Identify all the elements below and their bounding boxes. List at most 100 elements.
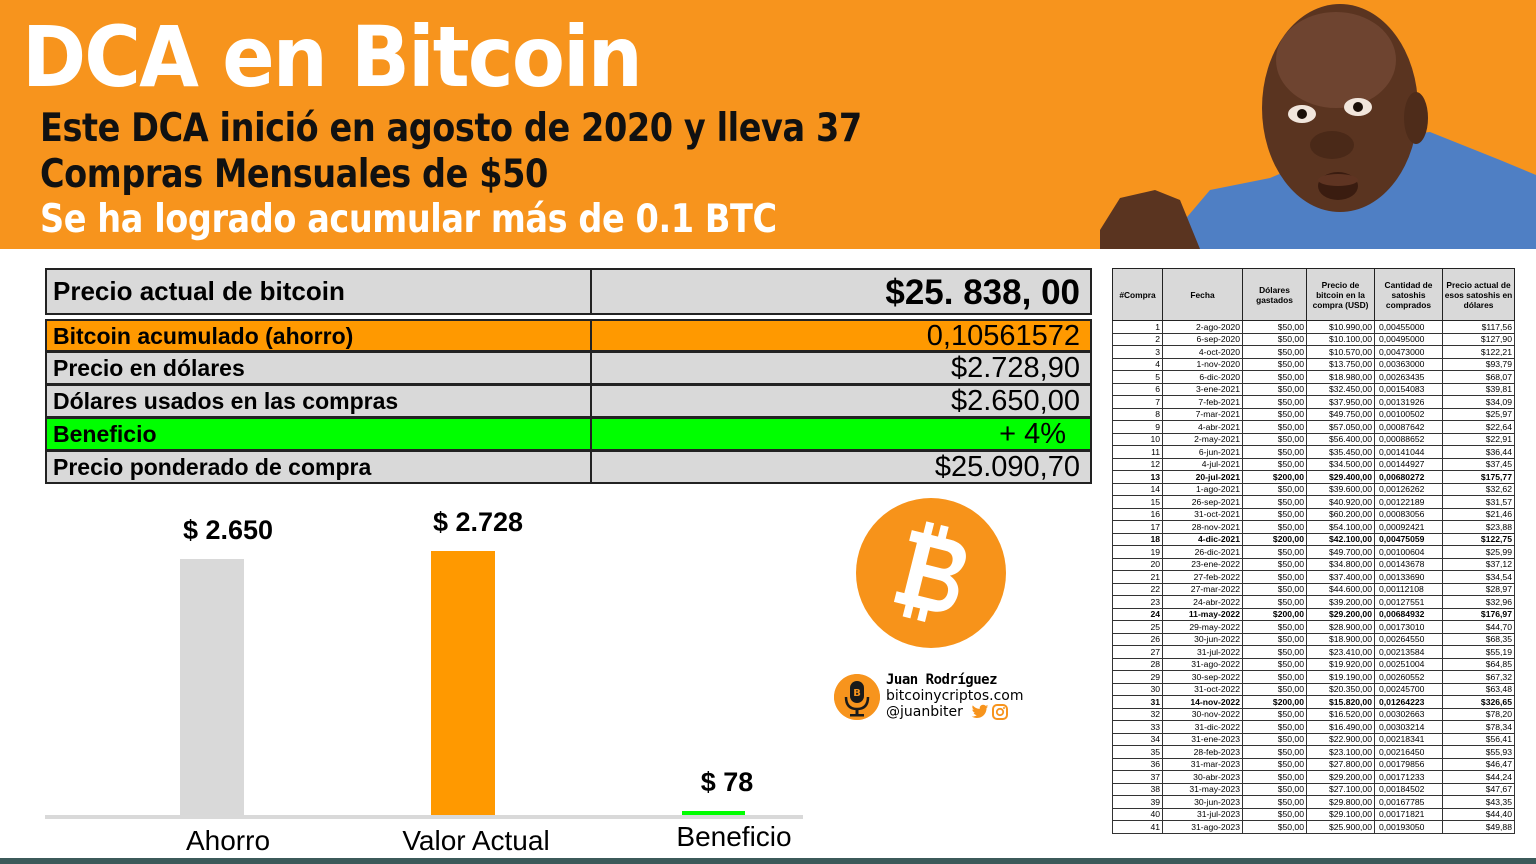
table-cell: 0,00495000: [1374, 332, 1443, 346]
table-cell: 0,00302663: [1374, 707, 1443, 721]
summary-row-btc-accumulated: Bitcoin acumulado (ahorro) 0,10561572: [45, 319, 1092, 352]
table-cell: 31: [1112, 695, 1163, 709]
bar-ahorro: [180, 559, 244, 819]
table-cell: 0,00216450: [1374, 745, 1443, 759]
table-cell: $50,00: [1242, 795, 1307, 809]
table-cell: $18.980,00: [1306, 370, 1375, 384]
table-cell: $44.600,00: [1306, 582, 1375, 596]
table-cell: $122,21: [1442, 345, 1515, 359]
table-row: 6 3-ene-2021 $50,00 $32.450,00 0,00154083 $39…: [1112, 382, 1515, 396]
bar-valor-actual: [431, 551, 495, 819]
table-cell: 31-oct-2022: [1162, 682, 1243, 696]
table-cell: $28,97: [1442, 582, 1515, 596]
table-cell: 29-may-2022: [1162, 620, 1243, 634]
table-row: 19 26-dic-2021 $50,00 $49.700,00 0,00100604 $…: [1112, 545, 1515, 559]
table-cell: 6-dic-2020: [1162, 370, 1243, 384]
table-cell: 31-ago-2022: [1162, 657, 1243, 671]
table-cell: $49,88: [1442, 820, 1515, 834]
table-cell: 0,00303214: [1374, 720, 1443, 734]
summary-value: 0,10561572: [926, 320, 1080, 352]
table-row: 21 27-feb-2022 $50,00 $37.400,00 0,00133690 $…: [1112, 570, 1515, 584]
column-header: Dólares gastados: [1242, 268, 1307, 321]
summary-label: Precio en dólares: [47, 353, 592, 383]
column-header: Cantidad de satoshis comprados: [1374, 268, 1443, 321]
table-cell: $15.820,00: [1306, 695, 1375, 709]
table-cell: $50,00: [1242, 445, 1307, 459]
table-cell: $122,75: [1442, 532, 1515, 546]
table-cell: 37: [1112, 770, 1163, 784]
table-cell: 0,00092421: [1374, 520, 1443, 534]
table-cell: $20.350,00: [1306, 682, 1375, 696]
table-cell: 5: [1112, 370, 1163, 384]
table-cell: 0,00251004: [1374, 657, 1443, 671]
table-cell: $31,57: [1442, 495, 1515, 509]
table-cell: $50,00: [1242, 495, 1307, 509]
column-header: Precio de bitcoin en la compra (USD): [1306, 268, 1375, 321]
subtitle-line-1: Este DCA inició en agosto de 2020 y llev…: [40, 106, 862, 151]
table-cell: 0,00184502: [1374, 782, 1443, 796]
table-cell: $39.200,00: [1306, 595, 1375, 609]
summary-row-weighted-price: Precio ponderado de compra $25.090,70: [45, 451, 1092, 484]
table-cell: $44,24: [1442, 770, 1515, 784]
table-cell: 27-feb-2022: [1162, 570, 1243, 584]
table-cell: $35.450,00: [1306, 445, 1375, 459]
table-cell: 0,00087642: [1374, 420, 1443, 434]
summary-label: Bitcoin acumulado (ahorro): [47, 321, 592, 350]
table-cell: 0,00131926: [1374, 395, 1443, 409]
table-cell: 0,00126262: [1374, 482, 1443, 496]
table-cell: 40: [1112, 807, 1163, 821]
table-cell: 31-oct-2021: [1162, 507, 1243, 521]
table-cell: 3: [1112, 345, 1163, 359]
table-row: 27 31-jul-2022 $50,00 $23.410,00 0,00213584 $…: [1112, 645, 1515, 659]
table-row: 5 6-dic-2020 $50,00 $18.980,00 0,00263435 $68…: [1112, 370, 1515, 384]
instagram-icon[interactable]: [992, 704, 1008, 720]
table-cell: 11: [1112, 445, 1163, 459]
category-label: Valor Actual: [402, 825, 550, 856]
table-cell: 31-jul-2022: [1162, 645, 1243, 659]
table-cell: 6-jun-2021: [1162, 445, 1243, 459]
table-cell: $29.400,00: [1306, 470, 1375, 484]
table-row: 32 30-nov-2022 $50,00 $16.520,00 0,00302663 $…: [1112, 707, 1515, 721]
table-cell: 8: [1112, 407, 1163, 421]
table-cell: $29.200,00: [1306, 770, 1375, 784]
table-cell: 28: [1112, 657, 1163, 671]
table-cell: $32.450,00: [1306, 382, 1375, 396]
table-row: 9 4-abr-2021 $50,00 $57.050,00 0,00087642 $22…: [1112, 420, 1515, 434]
summary-value: + 4%: [999, 418, 1066, 450]
twitter-icon[interactable]: [971, 704, 989, 720]
table-cell: $37.400,00: [1306, 570, 1375, 584]
table-cell: 18: [1112, 532, 1163, 546]
summary-label: Precio actual de bitcoin: [47, 270, 592, 313]
table-cell: 3-ene-2021: [1162, 382, 1243, 396]
bottom-border: [0, 858, 1536, 864]
table-cell: 30-abr-2023: [1162, 770, 1243, 784]
table-row: 10 2-may-2021 $50,00 $56.400,00 0,00088652 $2…: [1112, 432, 1515, 446]
table-cell: $78,20: [1442, 707, 1515, 721]
author-handle[interactable]: @juanbiter: [886, 704, 963, 720]
author-website-link[interactable]: bitcoinycriptos.com: [886, 688, 1024, 704]
bar-chart: $ 2.650 $ 2.728 $ 78 Ahorro Valor Actual…: [45, 495, 805, 860]
bar-value-label: $ 2.650: [182, 515, 274, 545]
table-cell: $326,65: [1442, 695, 1515, 709]
table-cell: $55,93: [1442, 745, 1515, 759]
table-cell: 31-ago-2023: [1162, 820, 1243, 834]
table-cell: $50,00: [1242, 707, 1307, 721]
table-cell: 4-abr-2021: [1162, 420, 1243, 434]
table-cell: 31-dic-2022: [1162, 720, 1243, 734]
table-cell: 34: [1112, 732, 1163, 746]
table-row: 41 31-ago-2023 $50,00 $25.900,00 0,00193050 $…: [1112, 820, 1515, 834]
table-cell: 9: [1112, 420, 1163, 434]
table-cell: $32,96: [1442, 595, 1515, 609]
table-cell: $50,00: [1242, 482, 1307, 496]
table-cell: 30-jun-2022: [1162, 632, 1243, 646]
table-cell: 0,00263435: [1374, 370, 1443, 384]
table-cell: $54.100,00: [1306, 520, 1375, 534]
table-cell: $18.900,00: [1306, 632, 1375, 646]
table-cell: 31-mar-2023: [1162, 757, 1243, 771]
table-cell: 0,00171821: [1374, 807, 1443, 821]
table-cell: $50,00: [1242, 682, 1307, 696]
table-cell: 0,00218341: [1374, 732, 1443, 746]
subtitle-line-3: Se ha logrado acumular más de 0.1 BTC: [40, 197, 777, 242]
table-cell: 0,00363000: [1374, 357, 1443, 371]
summary-row-current-price: Precio actual de bitcoin $25. 838, 00: [45, 268, 1092, 315]
